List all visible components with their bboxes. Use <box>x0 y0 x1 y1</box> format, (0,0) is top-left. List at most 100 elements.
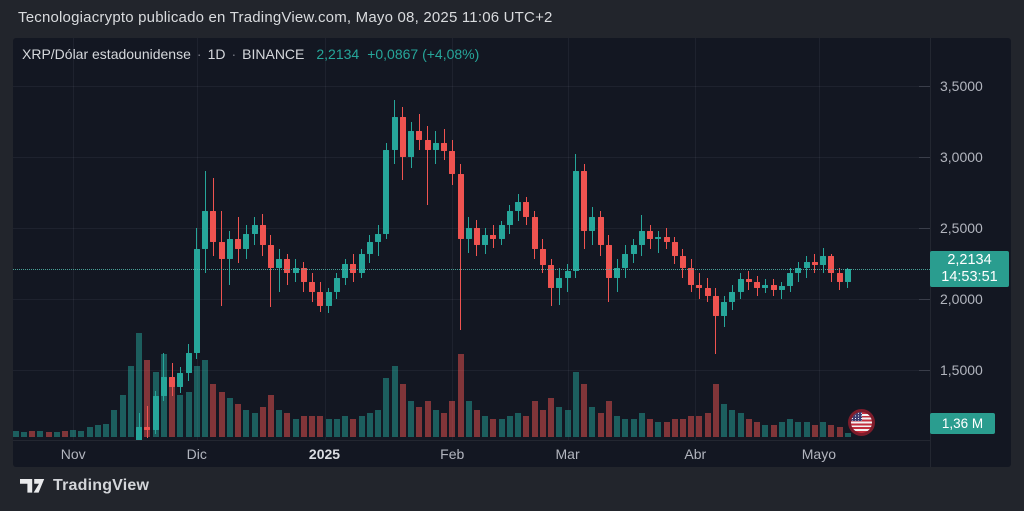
candle-body <box>630 245 637 254</box>
candle-body <box>836 273 843 282</box>
volume-bar <box>358 416 365 437</box>
chart-legend[interactable]: XRP/Dólar estadounidense · 1D · BINANCE 2,213… <box>22 46 479 62</box>
time-tick-label: Nov <box>60 446 86 462</box>
candle-body <box>251 225 258 234</box>
price-tick-mark <box>919 86 930 87</box>
volume-bar <box>787 419 794 437</box>
candle-body <box>350 263 357 274</box>
candle-body <box>136 426 143 440</box>
volume-bar <box>704 413 711 437</box>
candle-body <box>721 301 728 316</box>
volume-bar <box>655 422 662 437</box>
candle-body <box>202 211 208 250</box>
candle-body <box>424 140 431 150</box>
volume-bar <box>408 401 414 437</box>
candle-body <box>737 279 744 292</box>
candle-body <box>449 151 456 174</box>
candle-body <box>259 225 266 246</box>
volume-bar <box>482 416 489 437</box>
publication-title: Tecnologiacrypto publicado en TradingVie… <box>18 9 553 26</box>
candle-body <box>844 268 851 282</box>
candle-body <box>704 287 711 297</box>
volume-bar <box>770 425 777 437</box>
candle-wick <box>146 405 148 439</box>
tradingview-brand[interactable]: TradingView <box>20 477 149 495</box>
candle-body <box>655 236 662 240</box>
grid-line-vertical <box>452 38 454 440</box>
volume-bar <box>745 419 752 437</box>
volume-bar <box>70 429 77 437</box>
chart-plot-area[interactable] <box>13 38 930 440</box>
candle-body <box>523 202 530 217</box>
time-axis[interactable]: Nov Dic 2025 Feb Mar Abr Mayo <box>13 440 930 468</box>
volume-bar <box>136 333 143 437</box>
candle-body <box>556 277 563 288</box>
price-tick-mark <box>919 370 930 371</box>
symbol-name: XRP/Dólar estadounidense <box>22 46 191 62</box>
candle-body <box>663 236 670 243</box>
volume-bar <box>350 419 357 437</box>
volume-bar <box>605 401 612 437</box>
volume-bar <box>111 410 118 437</box>
candle-body <box>226 239 233 260</box>
volume-bar <box>45 432 52 437</box>
candle-body <box>210 211 217 243</box>
volume-bar <box>210 383 217 437</box>
volume-bar <box>531 401 538 437</box>
volume-bar <box>506 416 513 437</box>
volume-bar <box>820 422 826 437</box>
volume-bar <box>53 431 60 437</box>
price-tick-label: 2,5000 <box>940 220 983 236</box>
us-flag-icon <box>848 409 875 436</box>
candle-body <box>243 233 250 250</box>
candle-body <box>688 267 695 285</box>
volume-bar <box>679 419 686 437</box>
time-tick-label: Dic <box>186 446 207 462</box>
grid-line-vertical <box>324 38 326 440</box>
volume-bar <box>564 410 571 437</box>
volume-bar <box>218 392 225 437</box>
volume-bar <box>556 407 563 437</box>
candle-body <box>457 174 464 240</box>
volume-bar <box>399 383 406 437</box>
candle-body <box>177 372 184 387</box>
grid-line-horizontal <box>13 86 930 87</box>
last-price-value: 2,2134 <box>316 46 360 62</box>
last-price-tag-value: 2,2134 <box>947 252 992 268</box>
candle-wick <box>427 125 428 206</box>
volume-bar <box>78 430 85 437</box>
candle-body <box>712 296 719 317</box>
volume-bar <box>325 419 332 437</box>
volume-bar <box>202 359 208 437</box>
candle-body <box>647 230 653 240</box>
candle-body <box>267 245 274 268</box>
volume-bar <box>13 431 19 437</box>
candle-body <box>803 262 810 268</box>
volume-bar <box>333 419 340 437</box>
volume-bar <box>614 416 620 437</box>
price-tick-label: 2,0000 <box>940 291 983 307</box>
candle-wick <box>270 235 272 308</box>
volume-bar <box>828 425 835 437</box>
chart-panel: XRP/Dólar estadounidense · 1D · BINANCE 2,213… <box>13 38 1011 467</box>
price-tick-label: 3,0000 <box>940 149 983 165</box>
candle-wick <box>567 263 569 292</box>
candle-body <box>572 171 579 271</box>
volume-bar <box>309 416 316 437</box>
volume-bar <box>515 413 522 437</box>
candle-body <box>506 211 513 226</box>
volume-bar <box>762 425 769 437</box>
grid-line-horizontal <box>13 157 930 158</box>
candle-body <box>787 273 794 287</box>
candle-body <box>432 142 439 150</box>
candle-body <box>383 149 390 234</box>
grid-line-vertical <box>567 38 569 440</box>
price-tick-mark <box>919 157 930 158</box>
candle-body <box>391 117 398 150</box>
candle-body <box>754 282 761 288</box>
candle-body <box>342 263 349 278</box>
candle-body <box>820 256 826 265</box>
volume-bar <box>523 416 530 437</box>
volume-bar <box>638 413 645 437</box>
